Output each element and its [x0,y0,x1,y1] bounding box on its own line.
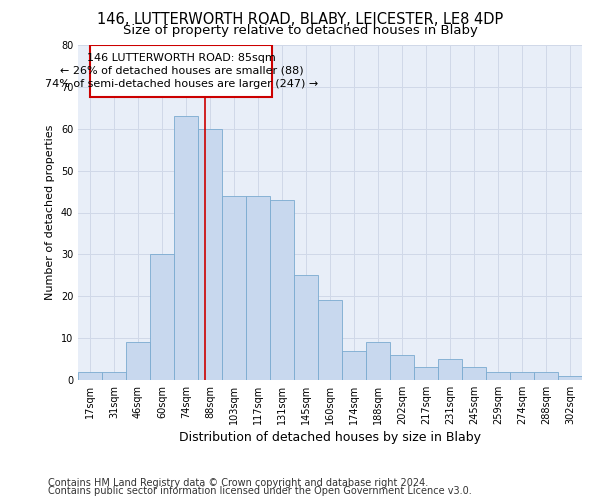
Bar [342,350,366,380]
Bar [294,276,318,380]
FancyBboxPatch shape [91,45,272,98]
Bar [534,372,558,380]
Bar [366,342,390,380]
Bar [150,254,174,380]
Bar [102,372,126,380]
Bar [486,372,510,380]
Bar [174,116,198,380]
Text: Contains public sector information licensed under the Open Government Licence v3: Contains public sector information licen… [48,486,472,496]
Y-axis label: Number of detached properties: Number of detached properties [45,125,55,300]
Text: Size of property relative to detached houses in Blaby: Size of property relative to detached ho… [122,24,478,37]
Text: 146, LUTTERWORTH ROAD, BLABY, LEICESTER, LE8 4DP: 146, LUTTERWORTH ROAD, BLABY, LEICESTER,… [97,12,503,28]
Text: ← 26% of detached houses are smaller (88): ← 26% of detached houses are smaller (88… [59,66,303,76]
Bar [462,368,486,380]
Text: 74% of semi-detached houses are larger (247) →: 74% of semi-detached houses are larger (… [45,80,318,90]
Bar [126,342,150,380]
Bar [390,355,414,380]
Bar [438,359,462,380]
Bar [414,368,438,380]
Bar [222,196,246,380]
Text: 146 LUTTERWORTH ROAD: 85sqm: 146 LUTTERWORTH ROAD: 85sqm [87,52,276,62]
Bar [318,300,342,380]
Bar [246,196,270,380]
Bar [78,372,102,380]
Bar [510,372,534,380]
Text: Contains HM Land Registry data © Crown copyright and database right 2024.: Contains HM Land Registry data © Crown c… [48,478,428,488]
Bar [558,376,582,380]
Bar [198,128,222,380]
Bar [270,200,294,380]
X-axis label: Distribution of detached houses by size in Blaby: Distribution of detached houses by size … [179,431,481,444]
